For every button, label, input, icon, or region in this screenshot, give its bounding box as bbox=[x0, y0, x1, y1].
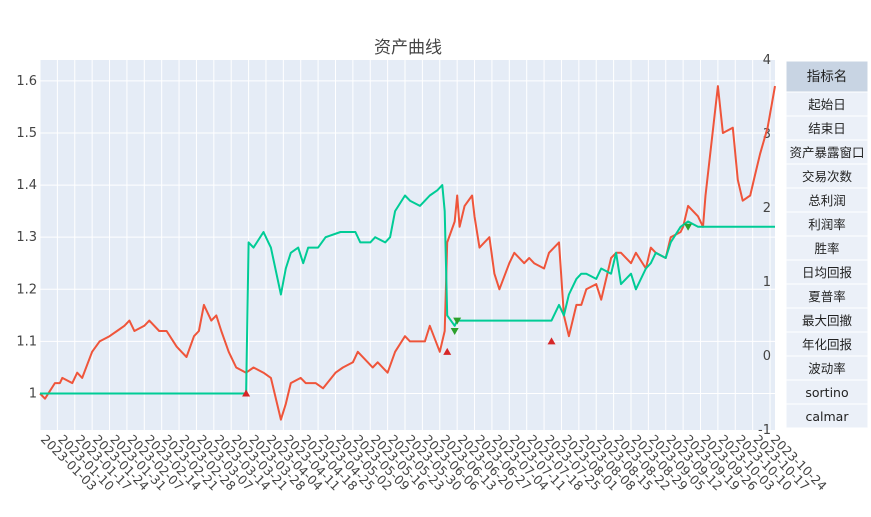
table-row-label: 利润率 bbox=[808, 217, 846, 232]
y-tick-label: 1.2 bbox=[16, 282, 37, 297]
table-row-label: 资产暴露窗口 bbox=[789, 145, 864, 160]
y-tick-label: 1.1 bbox=[16, 334, 37, 349]
table-row-cell bbox=[785, 379, 869, 405]
table-row-label: 最大回撤 bbox=[802, 313, 853, 328]
sell-marker bbox=[453, 317, 462, 325]
table-row-label: calmar bbox=[806, 409, 850, 424]
plot-area: 11.11.21.31.41.51.6-1012342023-01-032023… bbox=[16, 53, 830, 494]
table-row-cell bbox=[785, 211, 869, 237]
buy-marker bbox=[547, 337, 556, 345]
table-row-cell bbox=[785, 283, 869, 309]
table-row-label: 结束日 bbox=[808, 121, 846, 136]
buy-marker bbox=[443, 347, 452, 355]
y2-tick-label: 0 bbox=[763, 349, 771, 364]
table-row-cell bbox=[785, 115, 869, 141]
plot-background bbox=[40, 60, 775, 430]
y-tick-label: 1.3 bbox=[16, 230, 37, 245]
table-header-label: 指标名 bbox=[807, 69, 848, 85]
table-row-label: 夏普率 bbox=[808, 289, 846, 304]
table-row-cell bbox=[785, 355, 869, 381]
y2-tick-label: 1 bbox=[763, 275, 771, 290]
table-row-cell bbox=[785, 139, 869, 165]
y-tick-label: 1 bbox=[29, 387, 37, 402]
table-header-cell bbox=[785, 60, 869, 93]
table-row-label: sortino bbox=[805, 385, 848, 400]
y2-tick-label: 4 bbox=[763, 53, 771, 68]
table-row-label: 总利润 bbox=[808, 193, 846, 208]
buy-marker bbox=[242, 389, 251, 397]
table-row-label: 年化回报 bbox=[802, 337, 853, 352]
y-tick-label: 1.6 bbox=[16, 74, 37, 89]
y2-tick-label: 2 bbox=[763, 201, 771, 216]
table-row-cell bbox=[785, 163, 869, 189]
sell-marker bbox=[450, 327, 459, 335]
table-row-label: 胜率 bbox=[814, 241, 839, 256]
table-row-cell bbox=[785, 307, 869, 333]
table-row-label: 交易次数 bbox=[802, 169, 853, 184]
y-tick-label: 1.4 bbox=[16, 178, 37, 193]
y2-tick-label: 3 bbox=[763, 127, 771, 142]
chart-title: 资产曲线 bbox=[374, 38, 442, 58]
y2-tick-label: -1 bbox=[758, 423, 771, 438]
y-tick-label: 1.5 bbox=[16, 126, 37, 141]
series-line-1 bbox=[40, 184, 775, 395]
table-row-label: 日均回报 bbox=[802, 265, 853, 280]
table-row-cell bbox=[785, 259, 869, 285]
metrics-table: 指标名起始日结束日资产暴露窗口交易次数总利润利润率胜率日均回报夏普率最大回撤年化… bbox=[785, 60, 869, 429]
sell-marker bbox=[684, 223, 693, 231]
table-row-label: 起始日 bbox=[808, 97, 846, 112]
table-row-label: 波动率 bbox=[808, 361, 846, 376]
table-row-cell bbox=[785, 403, 869, 429]
